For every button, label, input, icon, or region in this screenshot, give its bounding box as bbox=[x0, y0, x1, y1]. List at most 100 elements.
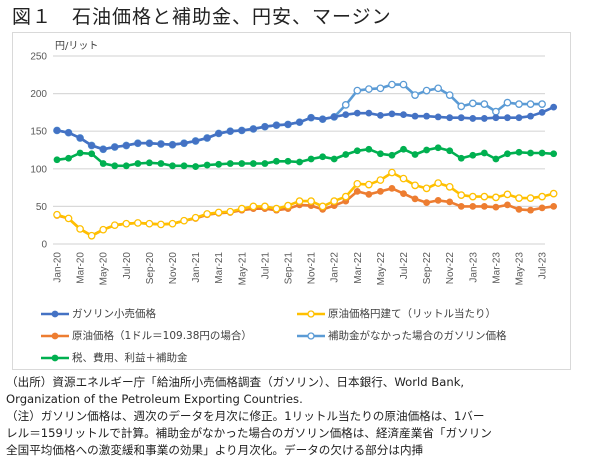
data-point bbox=[376, 176, 385, 184]
data-point bbox=[504, 114, 511, 122]
x-tick-label: Nov-21 bbox=[307, 252, 318, 285]
data-point bbox=[423, 199, 430, 207]
data-point bbox=[157, 220, 165, 229]
data-point bbox=[146, 139, 153, 147]
data-point bbox=[492, 107, 500, 116]
data-point bbox=[76, 225, 84, 233]
data-point bbox=[307, 155, 315, 163]
data-point bbox=[434, 144, 442, 152]
data-point bbox=[342, 151, 350, 158]
x-axis-ticks: Jan-20 Mar-20 May-20 Jul-20 Sep-20 Nov-20 Jan-… bbox=[53, 252, 549, 286]
data-point bbox=[480, 192, 489, 201]
data-point bbox=[538, 100, 546, 108]
data-point bbox=[538, 109, 546, 116]
chart-frame: 0 50 100 150 200 250 Jan-20 Mar-20 May-20 Jul-20… bbox=[12, 32, 571, 370]
data-point bbox=[273, 157, 280, 165]
data-point bbox=[307, 114, 315, 122]
data-point bbox=[214, 208, 223, 217]
legend-item: 原油価格（1ドル＝109.38円の場合） bbox=[40, 328, 252, 343]
data-point bbox=[238, 160, 246, 167]
data-point bbox=[111, 162, 119, 170]
data-point bbox=[388, 80, 396, 89]
figure-notes: （出所）資源エネルギー庁「給油所小売価格調査（ガソリン）、日本銀行、World … bbox=[6, 374, 598, 459]
x-tick-label: Jul-23 bbox=[538, 252, 549, 280]
data-point bbox=[353, 179, 362, 188]
series-0 bbox=[53, 103, 558, 153]
data-point bbox=[261, 123, 269, 131]
data-point bbox=[226, 160, 234, 167]
y-tick-label: 250 bbox=[30, 52, 47, 63]
data-point bbox=[99, 225, 108, 234]
data-point bbox=[122, 219, 131, 228]
data-point bbox=[53, 156, 61, 164]
legend-item: ガソリン小売価格 bbox=[40, 306, 156, 321]
data-point bbox=[399, 80, 408, 89]
data-point bbox=[353, 109, 361, 117]
data-point bbox=[492, 114, 500, 122]
data-point bbox=[238, 127, 246, 134]
y-tick-label: 0 bbox=[41, 240, 47, 251]
data-point bbox=[180, 162, 188, 170]
x-tick-label: May-23 bbox=[515, 252, 526, 286]
series-line bbox=[56, 146, 554, 168]
data-point bbox=[457, 154, 465, 162]
data-point bbox=[249, 125, 257, 133]
figure-title: 図１ 石油価格と補助金、円安、マージン bbox=[12, 6, 392, 28]
series-layer bbox=[53, 80, 558, 240]
data-point bbox=[145, 219, 154, 228]
x-tick-label: Jan-22 bbox=[330, 252, 341, 283]
note-line: （注）ガソリン価格は、週次のデータを月次に修正。1リットル当たりの原油価格は、1… bbox=[6, 409, 485, 423]
data-point bbox=[550, 203, 558, 210]
data-point bbox=[446, 114, 454, 122]
data-point bbox=[319, 115, 327, 123]
y-axis-ticks: 0 50 100 150 200 250 bbox=[30, 52, 47, 251]
data-point bbox=[457, 203, 465, 210]
data-point bbox=[423, 146, 430, 154]
series-2 bbox=[53, 184, 558, 240]
data-point bbox=[261, 160, 269, 167]
data-point bbox=[146, 159, 153, 167]
data-point bbox=[480, 149, 488, 157]
data-point bbox=[134, 160, 142, 167]
data-point bbox=[353, 147, 361, 155]
data-point bbox=[192, 163, 200, 170]
data-point bbox=[400, 145, 407, 153]
data-point bbox=[422, 86, 431, 95]
data-point bbox=[203, 210, 211, 218]
data-point bbox=[99, 145, 107, 153]
data-point bbox=[538, 204, 546, 212]
data-point bbox=[469, 115, 477, 122]
x-tick-label: Sep-20 bbox=[145, 252, 156, 285]
data-point bbox=[295, 197, 304, 205]
x-tick-label: Mar-20 bbox=[76, 252, 87, 284]
data-point bbox=[168, 219, 177, 228]
data-point bbox=[88, 142, 96, 149]
x-tick-label: Sep-22 bbox=[422, 252, 433, 285]
data-point bbox=[318, 202, 327, 211]
legend-label: ガソリン小売価格 bbox=[72, 308, 156, 320]
data-point bbox=[434, 84, 442, 93]
data-point bbox=[88, 150, 96, 158]
legend-label: 補助金がなかった場合のガソリン価格 bbox=[328, 330, 507, 342]
data-point bbox=[492, 155, 500, 163]
data-point bbox=[411, 151, 419, 158]
data-point bbox=[526, 194, 535, 202]
data-point bbox=[457, 114, 465, 122]
data-point bbox=[180, 139, 188, 147]
data-point bbox=[480, 115, 488, 122]
data-point bbox=[527, 112, 534, 120]
data-point bbox=[388, 168, 396, 177]
data-point bbox=[550, 150, 558, 158]
data-point bbox=[411, 181, 419, 190]
data-point bbox=[134, 139, 142, 147]
data-point bbox=[157, 160, 165, 167]
data-point bbox=[284, 201, 292, 210]
data-point bbox=[515, 148, 523, 156]
x-tick-label: May-22 bbox=[376, 252, 387, 286]
x-tick-label: Jul-20 bbox=[122, 252, 133, 280]
data-point bbox=[400, 111, 407, 119]
data-point bbox=[341, 192, 350, 201]
data-point bbox=[445, 91, 454, 99]
note-line: 全国平均価格への激変緩和事業の効果」より月次化。データの欠ける部分は内挿 bbox=[6, 443, 424, 457]
legend-swatch-icon bbox=[41, 310, 69, 317]
